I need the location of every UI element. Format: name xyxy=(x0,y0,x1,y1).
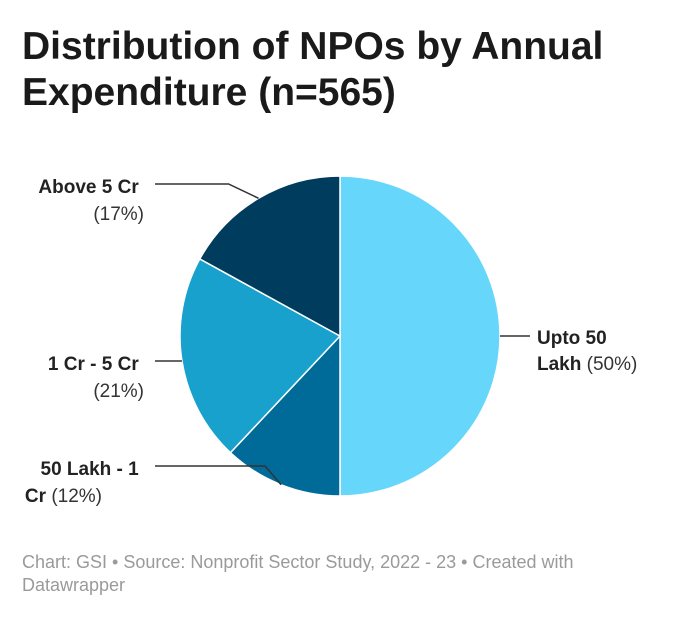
pie-slices xyxy=(179,175,501,497)
pie-slice-upto-50-lakh xyxy=(339,175,501,497)
label-upto-50-lakh-name-line1: Upto 50 xyxy=(537,328,607,349)
label-above-5-cr: Above 5 Cr (17%) xyxy=(38,177,144,225)
label-above-5-cr-name: Above 5 Cr xyxy=(38,177,139,198)
label-50-lakh-1-cr: 50 Lakh - 1 Cr (12%) xyxy=(25,459,144,507)
label-upto-50-lakh: Upto 50 Lakh (50%) xyxy=(537,328,637,375)
leader-line-above-5-cr xyxy=(155,183,259,199)
label-50-lakh-1-cr-name-line2: Cr xyxy=(25,486,51,507)
label-1-cr-5-cr: 1 Cr - 5 Cr (21%) xyxy=(48,354,144,402)
label-1-cr-5-cr-value: (21%) xyxy=(93,381,144,402)
label-50-lakh-1-cr-value: (12%) xyxy=(51,486,102,507)
label-50-lakh-1-cr-name-line1: 50 Lakh - 1 xyxy=(41,459,140,480)
chart-footer: Chart: GSI • Source: Nonprofit Sector St… xyxy=(22,552,574,595)
label-upto-50-lakh-value: (50%) xyxy=(587,354,638,375)
label-upto-50-lakh-name-line2: Lakh xyxy=(537,354,587,375)
leader-line-50-lakh-1-cr xyxy=(155,465,282,486)
pie-slice-above-5-cr xyxy=(199,175,341,337)
chart-title: Distribution of NPOs by Annual Expenditu… xyxy=(22,25,604,114)
label-1-cr-5-cr-name: 1 Cr - 5 Cr xyxy=(48,354,139,375)
label-above-5-cr-value: (17%) xyxy=(93,204,144,225)
pie-slice-1-cr-5-cr xyxy=(179,258,341,454)
leader-lines xyxy=(155,183,530,486)
